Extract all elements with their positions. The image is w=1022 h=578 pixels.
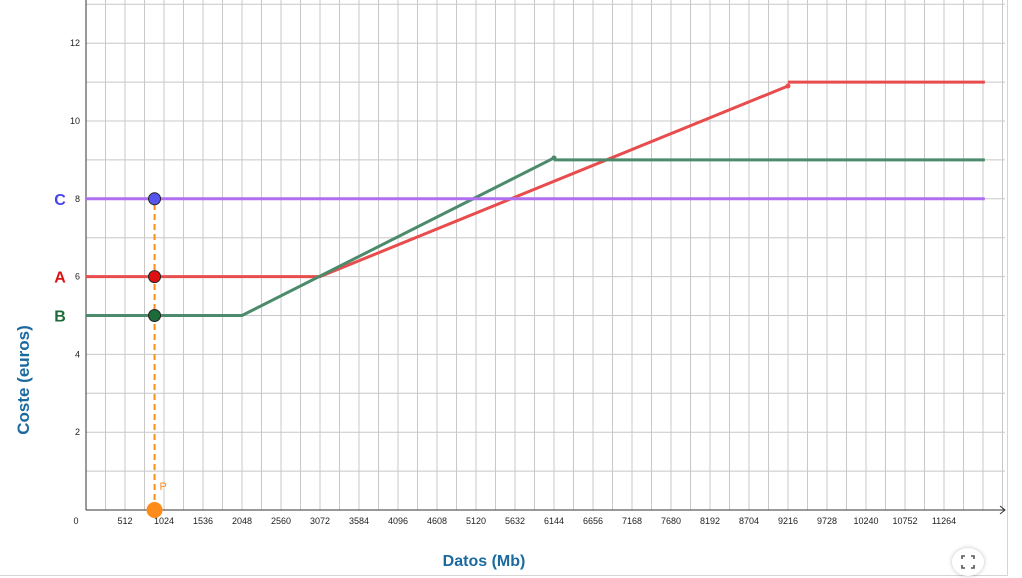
y-axis-title: Coste (euros) bbox=[14, 325, 33, 435]
x-tick-label: 8192 bbox=[700, 516, 720, 526]
series-line-B bbox=[86, 156, 555, 317]
x-tick-label: 4608 bbox=[427, 516, 447, 526]
y-tick-label: 8 bbox=[75, 194, 80, 204]
x-tick-label: 10240 bbox=[853, 516, 878, 526]
x-tick-label: 9728 bbox=[817, 516, 837, 526]
x-tick-label: 3072 bbox=[310, 516, 330, 526]
x-tick-label: 11264 bbox=[932, 516, 956, 526]
x-tick-label: 9216 bbox=[778, 516, 798, 526]
y-tick-label: 6 bbox=[75, 272, 80, 282]
y-tick-label: 4 bbox=[75, 349, 80, 359]
y-tick-label: 2 bbox=[75, 427, 80, 437]
slider-point-P[interactable] bbox=[146, 502, 163, 518]
x-tick-label: 2560 bbox=[271, 516, 291, 526]
fullscreen-button[interactable] bbox=[952, 548, 984, 576]
y-tick-label: 10 bbox=[70, 116, 80, 126]
series-label-B: B bbox=[54, 309, 66, 326]
x-tick-label: 1024 bbox=[154, 516, 174, 526]
series-break-point-B bbox=[551, 155, 557, 161]
x-tick-label: 2048 bbox=[232, 516, 252, 526]
x-tick-label: 6656 bbox=[583, 516, 603, 526]
x-axis-arrow bbox=[999, 505, 1006, 515]
point-C[interactable] bbox=[148, 192, 162, 206]
x-axis-title: Datos (Mb) bbox=[442, 553, 526, 570]
x-tick-label: 512 bbox=[117, 516, 132, 526]
series-label-C: C bbox=[54, 192, 66, 209]
x-tick-label: 5120 bbox=[466, 516, 486, 526]
y-tick-label: 12 bbox=[70, 38, 80, 48]
point-B[interactable] bbox=[148, 309, 162, 322]
x-tick-label: 4096 bbox=[388, 516, 408, 526]
slider-point-label: P bbox=[160, 481, 167, 493]
series-break-point-A bbox=[785, 83, 791, 89]
x-tick-label: 7680 bbox=[661, 516, 681, 526]
x-tick-label: 10752 bbox=[892, 516, 917, 526]
x-tick-label: 8704 bbox=[739, 516, 759, 526]
fullscreen-icon bbox=[961, 555, 975, 569]
x-tick-label: 6144 bbox=[544, 516, 564, 526]
x-tick-label: 3584 bbox=[349, 516, 369, 526]
x-tick-label: 7168 bbox=[622, 516, 642, 526]
x-tick-label: 1536 bbox=[193, 516, 213, 526]
series-label-A: A bbox=[54, 270, 66, 287]
origin-label: 0 bbox=[73, 516, 78, 526]
point-A[interactable] bbox=[148, 270, 162, 284]
x-tick-label: 5632 bbox=[505, 516, 525, 526]
